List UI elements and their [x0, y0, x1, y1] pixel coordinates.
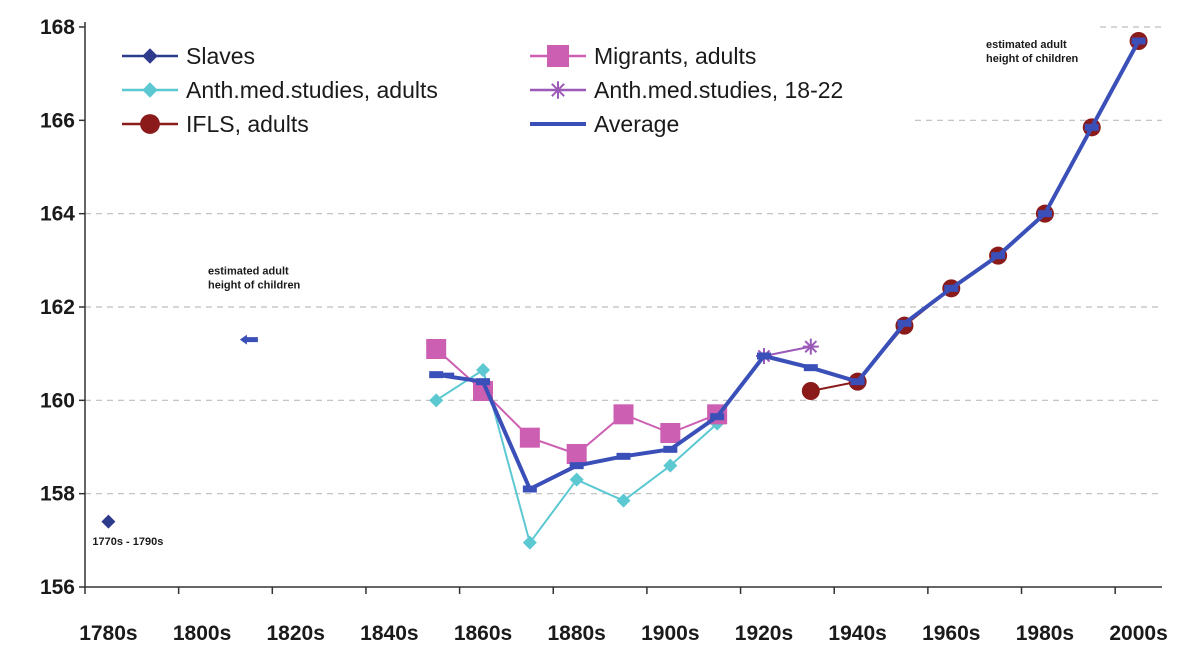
- point-average-1930s: [803, 364, 818, 372]
- y-tick-label-168: 168: [40, 16, 75, 39]
- legend-item-ifls-adults: IFLS, adults: [122, 111, 309, 137]
- point-migrants-adults-1900s: [660, 423, 681, 443]
- series-anth-med-studies-adults: [429, 363, 725, 550]
- x-tick-label-1980s: 1980s: [1016, 622, 1074, 645]
- point-anth-med-studies-adults-1870s: [522, 535, 537, 550]
- legend-label-anth-med-studies-18-22: Anth.med.studies, 18-22: [594, 77, 843, 103]
- annotation-1770s-1790s: 1770s - 1790s: [92, 536, 163, 548]
- point-anth-med-studies-adults-1900s: [663, 458, 678, 473]
- x-tick-label-1920s: 1920s: [735, 622, 793, 645]
- point-average-1850s: [429, 371, 444, 379]
- x-tick-label-1840s: 1840s: [360, 622, 418, 645]
- annotation-estimated-left: estimated adult height of children: [208, 265, 301, 291]
- x-tick-label-1860s: 1860s: [454, 622, 512, 645]
- point-average-1890s: [616, 452, 631, 460]
- series-average: [239, 37, 1146, 493]
- x-tick-label-1940s: 1940s: [828, 622, 886, 645]
- legend-swatch-marker-anth-med-studies-18-22: [549, 81, 567, 99]
- point-average-1950s: [897, 319, 912, 327]
- point-average-1900s: [663, 445, 678, 453]
- legend-swatch-marker-ifls-adults: [140, 114, 160, 134]
- y-tick-label-160: 160: [40, 389, 75, 412]
- y-tick-label-158: 158: [40, 483, 75, 506]
- legend-label-ifls-adults: IFLS, adults: [186, 111, 309, 137]
- point-migrants-adults-1880s: [566, 444, 587, 464]
- annotation-estimated-right-line-2: height of children: [986, 53, 1079, 65]
- point-average-1990s: [1084, 123, 1099, 131]
- point-average-1970s: [991, 252, 1006, 260]
- annotation-layer: 1770s - 1790s estimated adult height of ch…: [92, 39, 1078, 548]
- x-tick-label-1960s: 1960s: [922, 622, 980, 645]
- legend-label-slaves: Slaves: [186, 43, 255, 69]
- series-migrants-adults: [426, 339, 728, 464]
- x-tick-label-2000s: 2000s: [1109, 622, 1167, 645]
- legend: Slaves Anth.med.studies, adults IFLS, adul…: [122, 43, 843, 137]
- legend-item-slaves: Slaves: [122, 43, 255, 69]
- point-average-1940s: [850, 378, 865, 386]
- point-average-1980s: [1037, 210, 1052, 218]
- legend-swatch-marker-anth-med-studies-adults: [142, 82, 158, 98]
- y-tick-label-166: 166: [40, 109, 75, 132]
- y-tick-label-162: 162: [40, 296, 75, 319]
- legend-label-average: Average: [594, 111, 679, 137]
- annotation-estimated-left-line-2: height of children: [208, 279, 301, 291]
- grid-layer: [85, 26, 1162, 495]
- x-tick-label-1880s: 1880s: [547, 622, 605, 645]
- legend-swatch-marker-migrants-adults: [547, 45, 569, 67]
- point-average-1880s: [569, 462, 584, 470]
- point-anth-med-studies-adults-1850s: [429, 393, 444, 408]
- point-average-1870s: [522, 485, 537, 493]
- x-tick-label-1820s: 1820s: [267, 622, 325, 645]
- point-average-1960s: [944, 284, 959, 292]
- point-migrants-adults-1890s: [613, 404, 634, 425]
- point-average-1810s: [239, 334, 258, 345]
- point-anth-med-studies-adults-1860s: [476, 363, 491, 377]
- point-migrants-adults-1850s: [426, 339, 447, 359]
- y-tick-label-164: 164: [40, 203, 75, 226]
- point-average-1910s: [710, 413, 725, 421]
- x-tick-label-1800s: 1800s: [173, 622, 231, 645]
- legend-item-average: Average: [530, 111, 679, 137]
- series-slaves: [101, 514, 116, 529]
- legend-swatch-marker-slaves: [142, 48, 158, 64]
- x-tick-label-1780s: 1780s: [79, 622, 137, 645]
- legend-label-migrants-adults: Migrants, adults: [594, 43, 756, 69]
- y-tick-label-156: 156: [40, 576, 75, 599]
- annotation-estimated-right-line-1: estimated adult: [986, 39, 1067, 51]
- point-ifls-adults-1930s: [801, 382, 820, 400]
- legend-item-migrants-adults: Migrants, adults: [530, 43, 756, 69]
- legend-item-anth-med-studies-18-22: Anth.med.studies, 18-22: [530, 77, 843, 103]
- point-anth-med-studies-18-22-1930s: [802, 338, 819, 355]
- point-average-1860s: [476, 378, 491, 386]
- annotation-estimated-right: estimated adult height of children: [986, 39, 1079, 65]
- series-ifls-adults: [801, 32, 1148, 400]
- axis-layer: 156 158 160 162 164 166 168 1780s 1800s 1820s 1840…: [40, 16, 1168, 645]
- legend-item-anth-med-studies-adults: Anth.med.studies, adults: [122, 77, 438, 103]
- point-slaves-1780s: [101, 514, 116, 529]
- point-average-2000s: [1131, 37, 1146, 45]
- legend-label-anth-med-studies-adults: Anth.med.studies, adults: [186, 77, 438, 103]
- annotation-estimated-left-line-1: estimated adult: [208, 265, 289, 277]
- series-line-anth-med-studies-18-22: [763, 345, 811, 357]
- series-line-average: [435, 40, 1141, 491]
- x-tick-label-1900s: 1900s: [641, 622, 699, 645]
- series-layer: [101, 32, 1148, 550]
- point-anth-med-studies-adults-1880s: [569, 472, 584, 487]
- point-migrants-adults-1870s: [519, 427, 540, 448]
- point-average-1920s: [756, 352, 771, 360]
- annotation-1770s-1790s-line-1: 1770s - 1790s: [92, 536, 163, 548]
- series-line-ifls-adults: [810, 40, 1140, 392]
- point-anth-med-studies-adults-1890s: [616, 493, 631, 508]
